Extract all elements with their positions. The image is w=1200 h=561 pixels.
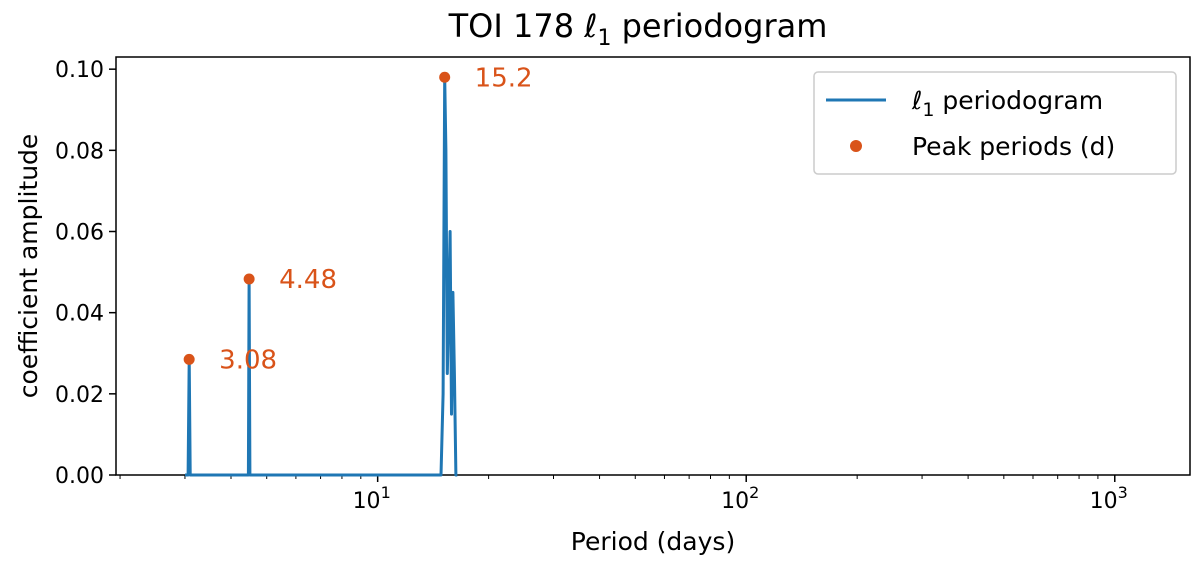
series-layer xyxy=(185,75,458,477)
legend-entry-peaks: Peak periods (d) xyxy=(912,132,1115,161)
title-subscript: 1 xyxy=(597,26,611,51)
x-axis-label: Period (days) xyxy=(571,527,735,556)
x-tick-label: 101 xyxy=(353,483,391,514)
peak-label: 3.08 xyxy=(219,345,277,375)
legend-ell-symbol: ℓ xyxy=(911,86,922,115)
legend-periodogram-text: periodogram xyxy=(934,86,1103,115)
y-tick-label: 0.04 xyxy=(55,302,104,327)
y-axis: 0.00 0.02 0.04 0.06 0.08 0.10 xyxy=(55,58,116,489)
title-ell-symbol: ℓ xyxy=(583,7,597,45)
legend-subscript: 1 xyxy=(922,99,934,121)
plot-area-frame xyxy=(115,56,1191,476)
title-prefix: TOI 178 xyxy=(448,7,585,45)
legend-dot-marker xyxy=(850,140,862,152)
peak-label: 4.48 xyxy=(279,265,337,295)
x-tick-label: 103 xyxy=(1090,483,1128,514)
x-tick-label: 102 xyxy=(721,483,759,514)
chart-title: TOI 178 ℓ1 periodogram xyxy=(448,7,828,51)
legend: ℓ1 periodogram Peak periods (d) xyxy=(813,71,1177,175)
legend-entry-periodogram: ℓ1 periodogram xyxy=(911,86,1103,121)
x-axis: 101 102 103 xyxy=(119,475,1128,514)
peak-marker xyxy=(439,71,451,83)
periodogram-line xyxy=(185,75,458,477)
peak-layer: 3.08 4.48 15.2 xyxy=(183,63,533,375)
y-axis-label: coefficient amplitude xyxy=(14,134,43,399)
peak-label: 15.2 xyxy=(475,63,533,93)
legend-box xyxy=(813,71,1177,175)
title-suffix: periodogram xyxy=(611,7,827,45)
peak-marker xyxy=(183,353,195,365)
y-tick-label: 0.02 xyxy=(55,383,104,408)
y-tick-label: 0.06 xyxy=(55,221,104,246)
y-tick-label: 0.10 xyxy=(55,58,104,83)
y-tick-label: 0.00 xyxy=(55,464,104,489)
y-tick-label: 0.08 xyxy=(55,139,104,164)
peak-marker xyxy=(243,273,255,285)
